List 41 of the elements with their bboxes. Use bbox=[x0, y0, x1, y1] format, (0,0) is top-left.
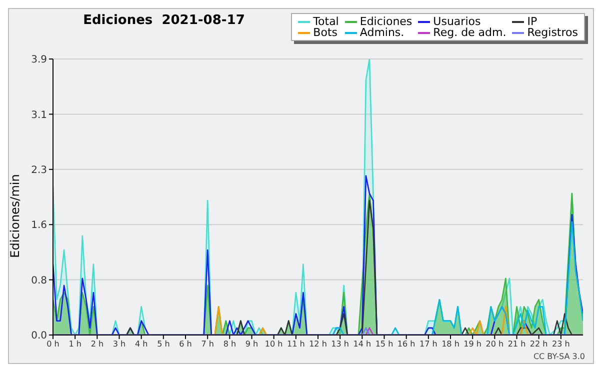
x-tick-label: 7 h bbox=[201, 340, 214, 349]
x-tick-label: 5 h bbox=[157, 340, 170, 349]
chart-title: Ediciones 2021-08-17 bbox=[82, 13, 246, 28]
legend-label: Reg. de adm. bbox=[433, 26, 506, 39]
text: CC BY-SA 3.0 bbox=[533, 352, 585, 361]
x-tick-label: 15 h bbox=[375, 340, 394, 349]
x-tick-label: 9 h bbox=[245, 340, 258, 349]
x-tick-label: 13 h bbox=[331, 340, 349, 349]
legend-label: Ediciones bbox=[360, 15, 412, 28]
x-tick-label: 14 h bbox=[353, 340, 372, 349]
x-tick-label: 23 h bbox=[552, 340, 570, 349]
y-tick-label: 0.8 bbox=[31, 275, 47, 286]
x-tick-label: 22 h bbox=[530, 340, 548, 349]
x-tick-label: 11 h bbox=[287, 340, 305, 349]
y-tick-label: 2.3 bbox=[31, 164, 47, 176]
legend-label: IP bbox=[527, 15, 538, 28]
x-tick-label: 0 h bbox=[46, 340, 60, 349]
y-tick-label: 1.6 bbox=[31, 220, 47, 232]
legend-label: Admins. bbox=[360, 26, 404, 39]
legend-label: Registros bbox=[527, 26, 578, 39]
x-tick-label: 1 h bbox=[68, 340, 82, 349]
x-tick-label: 10 h bbox=[264, 340, 283, 349]
x-tick-label: 2 h bbox=[90, 340, 104, 349]
x-tick-label: 3 h bbox=[112, 340, 126, 349]
y-tick-label: 3.1 bbox=[31, 110, 47, 121]
x-tick-label: 19 h bbox=[464, 340, 482, 349]
legend-label: Total bbox=[313, 15, 339, 28]
x-tick-label: 20 h bbox=[486, 340, 504, 349]
x-tick-label: 16 h bbox=[397, 340, 416, 349]
x-tick-label: 21 h bbox=[508, 340, 526, 349]
x-tick-label: 8 h bbox=[223, 340, 236, 349]
x-tick-label: 12 h bbox=[309, 340, 327, 349]
y-tick-label: 3.9 bbox=[31, 54, 47, 66]
y-axis-title: Ediciones/min bbox=[8, 173, 22, 260]
x-tick-label: 18 h bbox=[442, 340, 460, 349]
legend-label: Usuarios bbox=[433, 15, 481, 28]
y-tick-label: 0.0 bbox=[31, 330, 47, 342]
legend-label: Bots bbox=[313, 26, 338, 39]
x-tick-label: 17 h bbox=[420, 340, 438, 349]
x-tick-label: 4 h bbox=[134, 340, 148, 349]
x-tick-label: 6 h bbox=[179, 340, 192, 349]
